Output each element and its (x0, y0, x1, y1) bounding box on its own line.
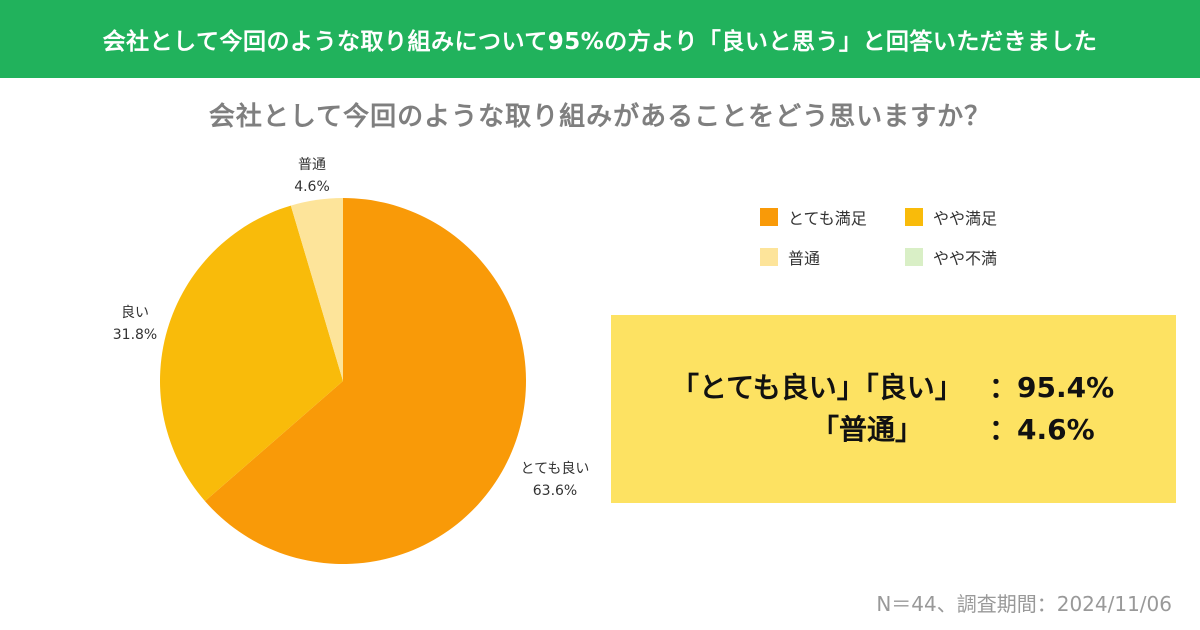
legend-item-yaya-manzoku: やや満足 (905, 205, 1050, 229)
callout-row2-value: ：4.6% (989, 413, 1095, 446)
legend-label: やや満足 (933, 209, 998, 228)
slice-label-totemo-value: 63.6% (532, 483, 578, 499)
slice-label-totemo-name: とても良い (520, 461, 590, 477)
legend-swatch (905, 208, 923, 226)
chart-title: 会社として今回のような取り組みがあることをどう思いますか？ (208, 102, 992, 132)
banner-text: 会社として今回のような取り組みについて95%の方より「良いと思う」と回答いただき… (102, 29, 1098, 55)
legend-item-totemo-manzoku: とても満足 (760, 205, 905, 229)
survey-footnote: N＝44、調査期間：2024/11/06 (876, 592, 1172, 616)
chart-legend: とても満足 やや満足 普通 やや不満 (760, 205, 1060, 269)
summary-callout: 「とても良い」「良い」 ：95.4% 「普通」 ：4.6% (611, 315, 1176, 503)
slice-label-futsu: 普通 4.6% (282, 154, 342, 198)
slice-label-futsu-name: 普通 (298, 157, 326, 173)
slice-label-yoi-name: 良い (121, 305, 149, 321)
slice-label-yoi: 良い 31.8% (100, 302, 170, 346)
legend-label: とても満足 (788, 209, 867, 228)
legend-label: 普通 (788, 249, 821, 268)
header-banner: 会社として今回のような取り組みについて95%の方より「良いと思う」と回答いただき… (0, 0, 1200, 78)
legend-swatch (760, 248, 778, 266)
callout-row1-value: ：95.4% (989, 371, 1115, 404)
pie-slice-yoi (160, 205, 343, 502)
pie-slice-futsu (290, 198, 343, 381)
legend-label: やや不満 (933, 249, 998, 268)
slice-label-yoi-value: 31.8% (112, 327, 158, 343)
legend-item-futsu: 普通 (760, 245, 905, 269)
slice-label-totemo: とても良い 63.6% (505, 458, 605, 502)
slice-label-futsu-value: 4.6% (294, 179, 330, 195)
legend-swatch (905, 248, 923, 266)
pie-slice-totemo-yoi (204, 198, 527, 564)
callout-row1-label: 「とても良い」「良い」 (671, 371, 963, 404)
legend-item-yaya-fuman: やや不満 (905, 245, 1050, 269)
callout-row2-label: 「普通」 (811, 413, 924, 446)
legend-swatch (760, 208, 778, 226)
